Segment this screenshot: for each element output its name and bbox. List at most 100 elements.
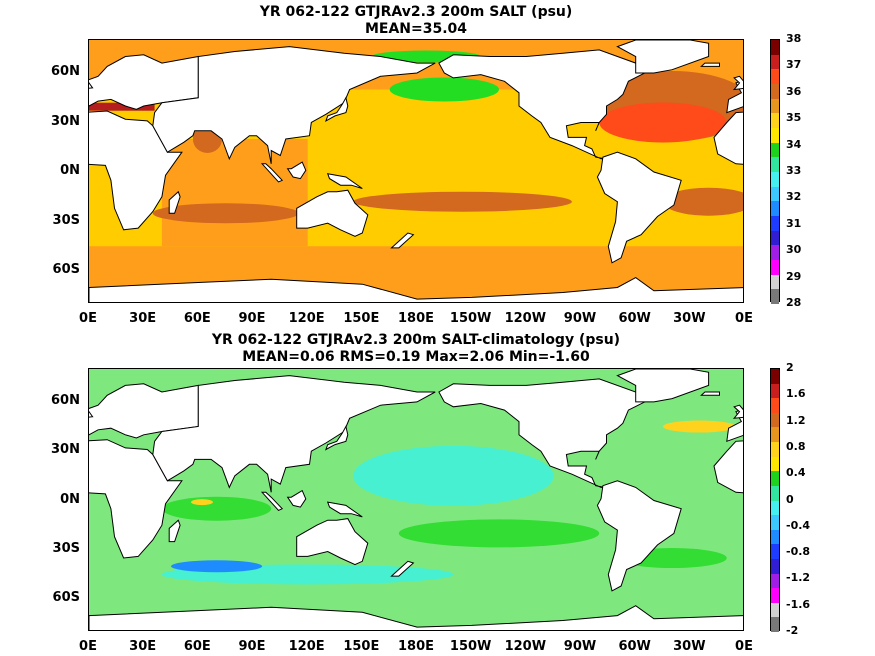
salinity-land-layer [89, 40, 743, 302]
colorbar-swatch [771, 69, 779, 85]
salinity-land-new-zealand [390, 232, 415, 249]
colorbar-label: 36 [786, 84, 802, 98]
colorbar-label: 30 [786, 243, 802, 257]
anomaly-equatorial-spot [191, 499, 213, 506]
colorbar-label: 0.4 [786, 466, 806, 480]
salinity-land-africa-wrap [713, 111, 743, 165]
colorbar-swatch [771, 245, 779, 261]
x-tick-label: 60W [618, 311, 651, 326]
colorbar-swatch [771, 412, 779, 428]
anomaly-land-uk-wrap [732, 404, 743, 419]
anomaly-land-africa-wrap [713, 440, 743, 494]
anomaly-land-antarctica [89, 605, 743, 630]
colorbar-swatch [771, 128, 779, 144]
y-tick-label: 0N [60, 163, 80, 178]
colorbar-swatch [771, 602, 779, 618]
colorbar-swatch [771, 274, 779, 290]
colorbar-swatch [771, 573, 779, 589]
salinity-land-africa [89, 110, 183, 231]
x-tick-label: 60W [618, 639, 651, 654]
colorbar-swatch [771, 471, 779, 487]
salinity-land-iceland-wrap [700, 62, 720, 67]
colorbar-label: -0.8 [786, 545, 811, 559]
salinity-north-pacific-low [389, 77, 500, 102]
colorbar-swatch [771, 289, 779, 305]
salinity-south-indian-max [152, 203, 299, 224]
x-tick-label: 0E [79, 311, 97, 326]
anomaly-land-iceland-wrap [700, 391, 720, 396]
y-tick-label: 30N [51, 113, 80, 129]
y-tick-label: 0N [60, 491, 80, 507]
colorbar-label: 34 [786, 137, 802, 151]
colorbar-label: -1.6 [786, 597, 811, 611]
colorbar-swatch [771, 558, 779, 575]
x-tick-label: 30E [129, 311, 157, 326]
chart1-title: YR 062-122 GTJRAv2.3 200m SALT (psu) [259, 4, 573, 20]
y-tick-label: 60N [51, 64, 80, 79]
x-tick-label: 30E [129, 639, 157, 654]
salinity-land-antarctica [89, 277, 743, 302]
anomaly-land-greenland [616, 369, 710, 403]
x-tick-label: 150E [343, 311, 380, 326]
colorbar-swatch [771, 98, 779, 114]
anomaly-land-new-zealand [390, 560, 415, 577]
anomaly-pacific-negative [353, 445, 554, 506]
colorbar-label: 2 [786, 361, 794, 374]
anomaly-land-africa [89, 439, 183, 559]
x-tick-label: 0E [735, 639, 753, 654]
colorbar-label: 28 [786, 296, 802, 309]
colorbar-label: 0 [786, 492, 794, 506]
x-tick-label: 120W [504, 639, 547, 654]
colorbar-label: 35 [786, 111, 802, 125]
chart1-subtitle: MEAN=35.04 [364, 21, 468, 37]
salinity-land-new-guinea [326, 173, 363, 189]
colorbar-label: 31 [786, 216, 802, 230]
colorbar-swatch [771, 172, 779, 188]
anomaly-land-uk [89, 410, 94, 418]
colorbar-label: 37 [786, 58, 802, 72]
salinity-anomaly-map-svg [89, 369, 743, 630]
salinity-land-europe-wrap [726, 79, 743, 114]
colorbar-swatch [771, 485, 779, 501]
colorbar-label: 1.6 [786, 387, 806, 401]
salinity-land-borneo [286, 161, 307, 180]
colorbar-swatch [771, 588, 779, 604]
salinity-land-north-america [438, 49, 646, 160]
x-tick-label: 120W [504, 311, 547, 326]
colorbar-label: 32 [786, 190, 802, 204]
colorbar-label: 1.2 [786, 413, 806, 427]
anomaly-land-asia [152, 375, 436, 493]
colorbar-swatch [771, 201, 779, 217]
x-tick-label: 0E [735, 311, 753, 326]
colorbar-swatch [771, 40, 779, 56]
colorbar-swatch [771, 515, 779, 531]
salinity-land-madagascar [168, 190, 181, 214]
colorbar-label: 0.8 [786, 439, 806, 453]
salinity-land-asia [152, 46, 436, 164]
salinity-colorbar [770, 39, 780, 305]
anomaly-land-japan [324, 425, 349, 451]
colorbar-swatch [771, 398, 779, 414]
chart2-title: YR 062-122 GTJRAv2.3 200m SALT-climatolo… [211, 332, 621, 348]
colorbar-swatch [771, 442, 779, 458]
x-tick-label: 180E [397, 311, 435, 326]
colorbar-swatch [771, 529, 779, 545]
colorbar-swatch [771, 369, 779, 385]
colorbar-label: -1.2 [786, 571, 811, 585]
colorbar-swatch [771, 500, 779, 516]
x-tick-label: 150E [343, 639, 380, 654]
x-tick-label: 120E [288, 639, 325, 654]
anomaly-land-madagascar [168, 519, 181, 543]
y-tick-label: 60N [51, 392, 80, 408]
anomaly-indian-positive [161, 496, 272, 521]
salinity-indian-ocean [161, 139, 308, 247]
x-tick-label: 0E [79, 639, 97, 654]
colorbar-swatch [771, 427, 779, 443]
salinity-land-sumatra [260, 163, 284, 183]
salinity-north-atlantic-max [599, 102, 727, 143]
chart2-subtitle: MEAN=0.06 RMS=0.19 Max=2.06 Min=-1.60 [242, 349, 590, 365]
x-tick-label: 90E [238, 639, 266, 654]
anomaly-land-north-america [438, 378, 646, 488]
salinity-south-pacific-max [353, 191, 572, 212]
salinity-land-japan [324, 96, 349, 122]
